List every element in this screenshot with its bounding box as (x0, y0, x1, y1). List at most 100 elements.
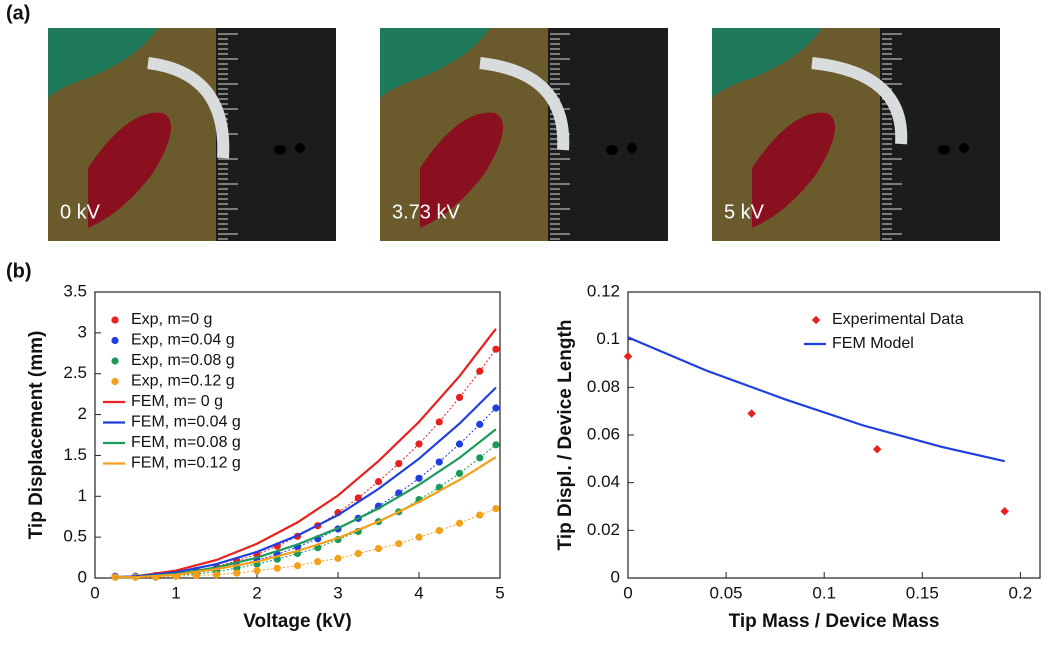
photo: 3.73 kV (380, 28, 668, 241)
legend-label: FEM, m=0.12 g (131, 455, 241, 472)
fem-line (115, 386, 497, 579)
x-tick-label: 2 (252, 583, 261, 602)
data-point (111, 573, 119, 581)
x-tick-label: 0 (623, 583, 632, 602)
data-point (293, 562, 302, 570)
y-axis-label: Tip Displ. / Device Length (555, 320, 576, 551)
data-point (212, 571, 221, 579)
x-tick-label: 0.15 (906, 583, 939, 602)
photo: 5 kV (712, 28, 1000, 241)
data-point (435, 458, 443, 466)
legend-marker (111, 357, 119, 365)
ruler-hole (938, 145, 950, 155)
data-point (354, 549, 362, 558)
y-tick-label: 3.5 (63, 281, 87, 300)
x-tick-label: 5 (495, 583, 504, 602)
data-point (492, 404, 500, 412)
y-tick-label: 0.08 (587, 377, 620, 396)
data-point (1000, 507, 1009, 516)
legend-marker (111, 377, 119, 386)
y-tick-label: 0.04 (587, 472, 620, 491)
y-tick-label: 0.06 (587, 424, 620, 443)
actuator (811, 57, 908, 145)
y-tick-label: 0.02 (587, 520, 620, 539)
data-point (455, 440, 464, 448)
actuator (479, 57, 570, 151)
x-tick-label: 0.2 (1009, 583, 1033, 602)
data-point (192, 571, 200, 580)
legend-label: FEM, m=0.08 g (131, 434, 241, 451)
x-tick-label: 3 (333, 583, 342, 602)
red-clip (420, 112, 503, 228)
actuator (147, 57, 230, 159)
data-point (492, 345, 500, 353)
legend-label: FEM, m=0.04 g (131, 414, 241, 431)
green-clip (712, 28, 822, 98)
trend-line (115, 508, 497, 578)
data-point (476, 420, 484, 428)
photo-label: 3.73 kV (392, 201, 460, 223)
panel-label: (a) (6, 2, 30, 24)
legend-label: FEM Model (832, 335, 914, 352)
data-point (455, 519, 464, 527)
data-point (314, 558, 322, 566)
x-tick-label: 0.1 (812, 583, 836, 602)
data-point (623, 352, 633, 361)
ruler-hole (606, 145, 618, 155)
data-point (872, 445, 882, 454)
y-tick-label: 0.1 (596, 329, 620, 348)
data-point (374, 477, 383, 486)
legend-label: Exp, m=0.08 g (131, 352, 235, 369)
green-clip (380, 28, 490, 98)
legend-label: FEM, m= 0 g (131, 393, 223, 410)
x-tick-label: 0.05 (710, 583, 743, 602)
data-point (435, 418, 443, 426)
green-clip (48, 28, 158, 98)
y-tick-label: 0 (611, 567, 620, 586)
photo-label: 5 kV (724, 201, 765, 223)
panel-label: (b) (6, 260, 32, 282)
x-tick-label: 0 (90, 583, 99, 602)
data-point (233, 569, 241, 577)
data-point (455, 469, 464, 478)
photo-label: 0 kV (60, 201, 101, 223)
data-point (415, 474, 423, 482)
ruler-hole (959, 143, 969, 153)
y-tick-label: 3 (78, 322, 87, 341)
y-tick-label: 1 (78, 486, 87, 505)
y-tick-label: 0.12 (587, 281, 620, 300)
ruler-hole (627, 143, 637, 153)
legend-marker (811, 315, 821, 325)
x-tick-label: 1 (171, 583, 180, 602)
data-point (476, 454, 484, 462)
data-point (395, 460, 403, 468)
x-axis-label: Voltage (kV) (243, 611, 351, 632)
x-tick-label: 4 (414, 583, 423, 602)
data-point (435, 527, 443, 535)
data-point (395, 540, 403, 548)
legend-marker (111, 336, 119, 345)
photo: 0 kV (48, 28, 336, 241)
data-point (492, 504, 500, 513)
red-clip (752, 112, 835, 228)
legend-marker (111, 316, 119, 324)
red-clip (88, 112, 171, 228)
data-point (415, 440, 423, 448)
legend-label: Exp, m=0.04 g (131, 332, 235, 349)
y-tick-label: 0 (78, 567, 87, 586)
fem-line (115, 328, 497, 579)
data-point (273, 564, 281, 572)
fem-line (627, 336, 1005, 463)
data-point (476, 511, 484, 519)
data-point (253, 567, 261, 575)
y-tick-label: 2 (78, 404, 87, 423)
y-tick-label: 1.5 (63, 445, 87, 464)
ruler-hole (274, 145, 286, 155)
data-point (492, 441, 500, 449)
data-point (415, 533, 423, 541)
legend-label: Experimental Data (832, 311, 964, 328)
y-tick-label: 0.5 (63, 527, 87, 546)
data-point (374, 544, 383, 553)
ruler-hole (295, 143, 305, 153)
